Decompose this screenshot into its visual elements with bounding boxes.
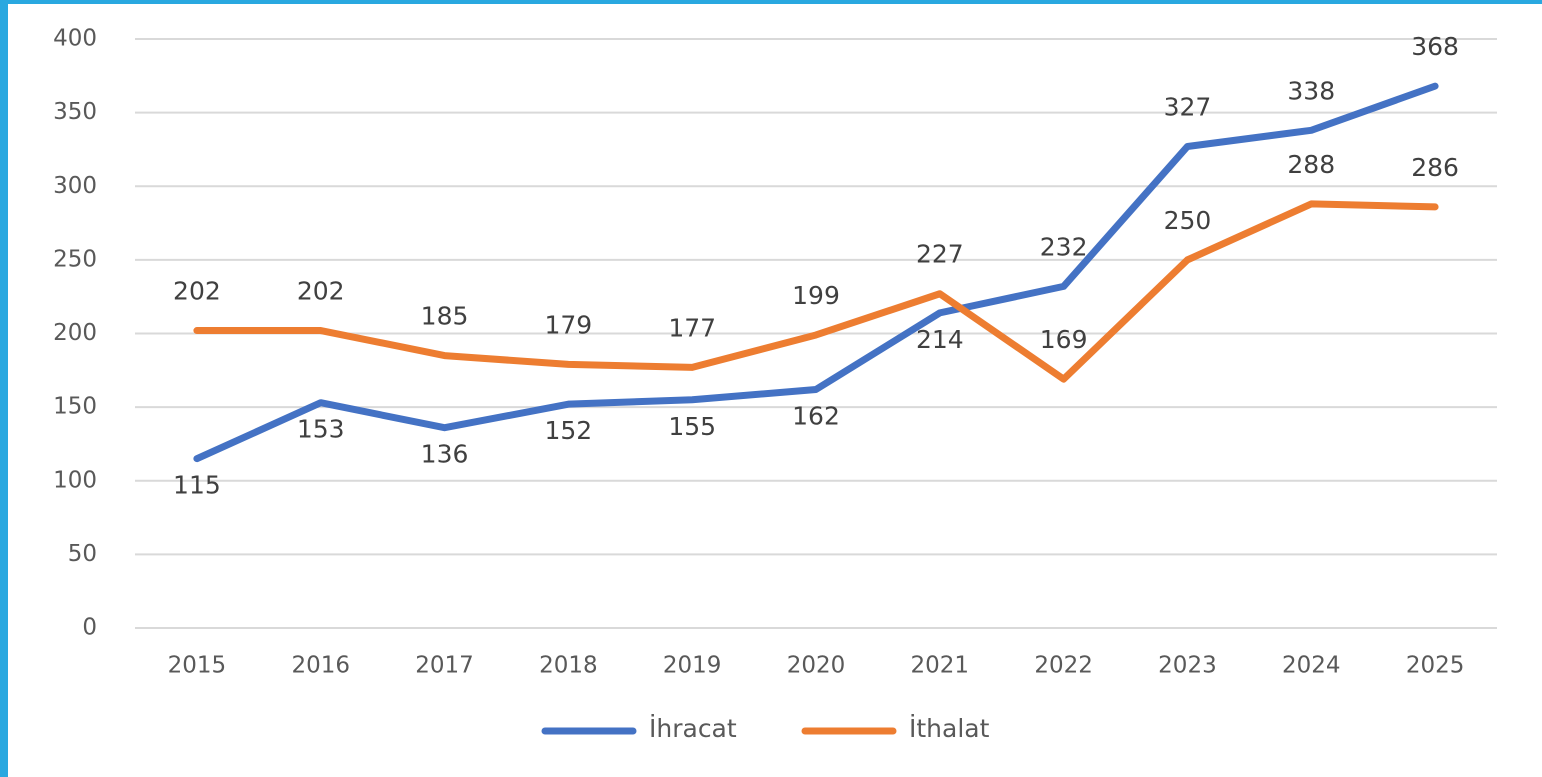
data-label: 338 [1287, 76, 1335, 105]
y-tick-label: 50 [68, 541, 97, 567]
data-label: 214 [916, 325, 964, 354]
data-label: 227 [916, 240, 964, 269]
y-tick-label: 100 [53, 467, 97, 493]
legend-label: İthalat [909, 714, 990, 743]
data-label: 179 [545, 310, 593, 339]
y-tick-label: 250 [53, 246, 97, 272]
frame-top [0, 0, 1542, 4]
x-tick-label: 2017 [415, 653, 474, 679]
data-label: 169 [1040, 325, 1088, 354]
data-label: 136 [421, 440, 469, 469]
frame-left [0, 0, 8, 777]
x-tick-label: 2020 [787, 653, 846, 679]
y-tick-label: 200 [53, 320, 97, 346]
y-tick-label: 0 [82, 615, 97, 641]
x-tick-label: 2023 [1158, 653, 1217, 679]
data-label: 153 [297, 415, 345, 444]
data-label: 202 [173, 277, 221, 306]
y-tick-label: 300 [53, 173, 97, 199]
x-tick-label: 2019 [663, 653, 722, 679]
data-label: 162 [792, 401, 840, 430]
y-tick-label: 350 [53, 99, 97, 125]
series-line [193, 82, 1439, 463]
x-tick-label: 2016 [291, 653, 350, 679]
x-tick-label: 2021 [911, 653, 970, 679]
data-label: 232 [1040, 232, 1088, 261]
y-tick-label: 400 [53, 26, 97, 52]
data-label: 286 [1411, 153, 1459, 182]
y-tick-label: 150 [53, 394, 97, 420]
data-label: 115 [173, 471, 221, 500]
data-label: 152 [545, 416, 593, 445]
x-tick-label: 2018 [539, 653, 598, 679]
series-line [193, 200, 1439, 383]
data-label: 199 [792, 281, 840, 310]
x-tick-label: 2024 [1282, 653, 1341, 679]
x-tick-label: 2022 [1034, 653, 1093, 679]
legend-label: İhracat [649, 714, 737, 743]
data-label: 202 [297, 277, 345, 306]
data-label: 185 [421, 302, 469, 331]
data-label: 177 [668, 313, 716, 342]
data-label: 155 [668, 412, 716, 441]
x-tick-label: 2015 [168, 653, 227, 679]
data-label: 288 [1287, 150, 1335, 179]
data-label: 368 [1411, 32, 1459, 61]
x-tick-label: 2025 [1406, 653, 1465, 679]
data-label: 250 [1164, 206, 1212, 235]
data-label: 327 [1164, 92, 1212, 121]
